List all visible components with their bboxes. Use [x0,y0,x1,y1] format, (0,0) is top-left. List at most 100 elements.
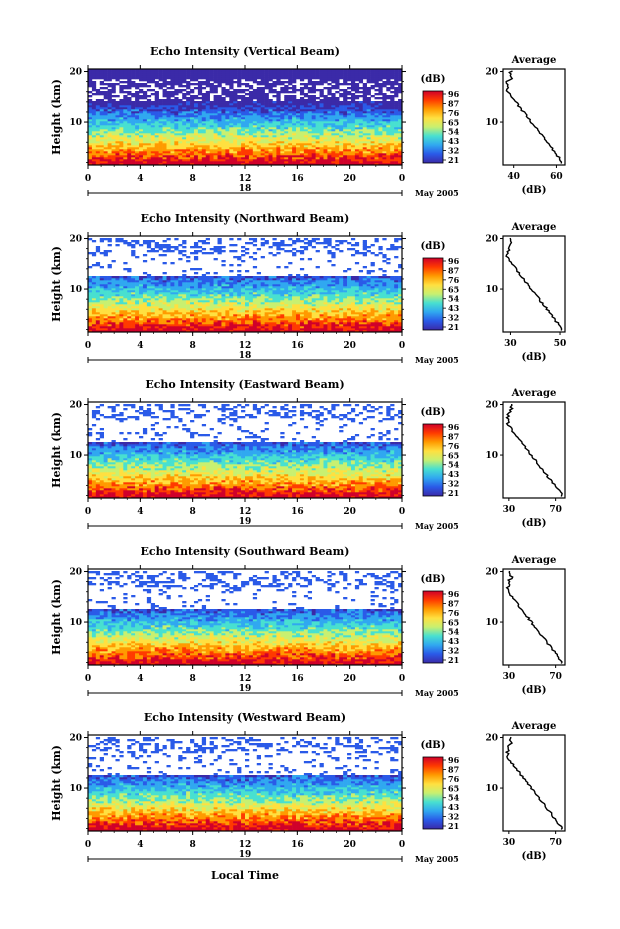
heatmap-cell [264,159,269,162]
heatmap-cell [182,139,187,142]
heatmap-cell [111,135,116,138]
heatmap-cell [158,107,163,110]
heatmap-cell [256,99,261,102]
heatmap-cell [190,153,195,156]
heatmap-cell [166,107,171,110]
heatmap-cell [241,250,246,253]
heatmap-cell [354,131,360,134]
heatmap-cell [398,71,403,74]
heatmap-cell [335,91,340,94]
heatmap-cell [339,103,344,106]
heatmap-cell [284,71,289,74]
heatmap-cell [303,113,309,116]
heatmap-cell [327,73,332,76]
heatmap-cell [307,103,313,106]
heatmap-cell [131,131,136,134]
heatmap-cell [213,141,218,144]
heatmap-cell [319,145,324,148]
heatmap-cell [182,280,187,283]
heatmap-cell [154,137,159,140]
heatmap-cell [394,75,399,78]
heatmap-cell [303,117,309,120]
heatmap-cell [354,87,360,90]
heatmap-cell [237,316,242,319]
heatmap-cell [237,163,242,166]
heatmap-cell [248,304,254,307]
heatmap-cell [233,69,238,72]
heatmap-cell [111,322,116,325]
heatmap-cell [237,131,242,134]
heatmap-cell [174,163,179,166]
heatmap-cell [166,300,171,303]
heatmap-cell [174,238,179,241]
heatmap-cell [217,322,222,325]
heatmap-cell [335,143,340,146]
heatmap-cell [150,330,156,333]
heatmap-cell [370,149,375,152]
heatmap-cell [280,75,285,78]
heatmap-cell [248,79,254,82]
heatmap-cell [217,324,222,327]
heatmap-cell [182,85,187,88]
heatmap-cell [335,121,340,124]
heatmap-cell [386,127,391,130]
heatmap-cell [201,312,207,315]
heatmap-cell [158,115,163,118]
heatmap-cell [174,147,179,150]
heatmap-cell [221,103,226,106]
heatmap-cell [248,103,254,106]
heatmap-cell [170,91,175,94]
heatmap-cell [131,153,136,156]
heatmap-cell [103,278,108,281]
heatmap-cell [354,153,360,156]
heatmap-cell [233,147,238,150]
heatmap-cell [205,101,210,104]
heatmap-cell [280,71,285,74]
heatmap-cell [174,89,179,92]
heatmap-cell [233,310,238,313]
heatmap-cell [256,135,261,138]
heatmap-cell [386,159,391,162]
heatmap-cell [119,288,124,291]
heatmap-cell [245,145,250,148]
heatmap-cell [378,121,383,124]
heatmap-cell [354,109,360,112]
heatmap-cell [296,129,301,132]
heatmap-cell [150,248,156,251]
heatmap-cell [162,163,167,166]
heatmap-cell [201,314,207,317]
heatmap-cell [213,278,218,281]
heatmap-cell [88,324,93,327]
heatmap-cell [88,123,93,126]
heatmap-cell [162,304,167,307]
heatmap-cell [91,292,97,295]
heatmap-cell [233,312,238,315]
heatmap-cell [135,328,140,331]
heatmap-cell [158,159,163,162]
heatmap-cell [229,109,234,112]
heatmap-cell [135,119,140,122]
heatmap-cell [374,123,379,126]
heatmap-cell [135,131,140,134]
heatmap-cell [217,155,222,158]
heatmap-cell [366,151,371,154]
heatmap-cell [252,107,258,110]
heatmap-cell [237,69,242,72]
heatmap-cell [170,316,175,319]
heatmap-cell [166,133,171,136]
heatmap-cell [95,286,101,289]
heatmap-cell [213,133,218,136]
panel-2: Echo Intensity (Northward Beam)2010Heigh… [50,212,566,365]
heatmap-cell [174,328,179,331]
heatmap-cell [256,111,261,114]
heatmap-cell [303,77,309,80]
heatmap-cell [91,316,97,319]
heatmap-cell [182,320,187,323]
heatmap-cell [394,69,399,72]
heatmap-cell [382,141,387,144]
heatmap-cell [88,77,93,80]
heatmap-cell [374,155,379,158]
heatmap-cell [229,77,234,80]
heatmap-cell [347,113,352,116]
heatmap-cell [123,280,128,283]
